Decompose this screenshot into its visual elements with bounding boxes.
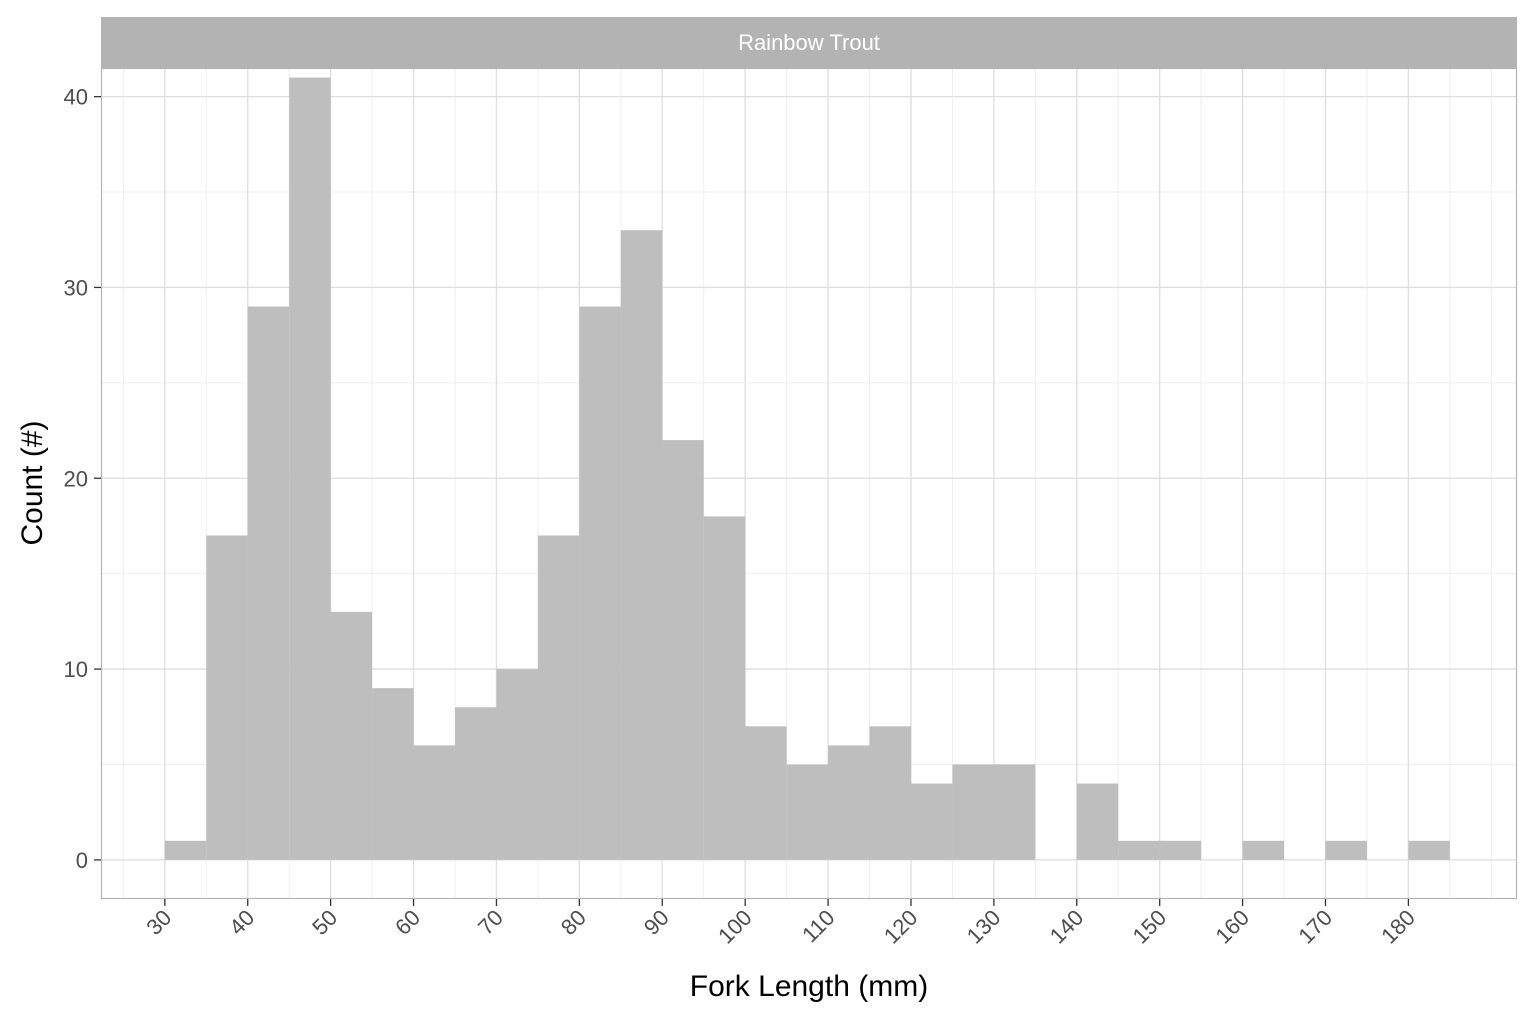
histogram-bar bbox=[247, 306, 290, 860]
y-tick-label: 0 bbox=[76, 848, 88, 873]
x-axis-title: Fork Length (mm) bbox=[690, 970, 928, 1003]
histogram-bar bbox=[372, 688, 414, 860]
histogram-bar bbox=[579, 306, 621, 860]
histogram-bar bbox=[537, 535, 580, 860]
histogram-bar bbox=[993, 764, 1036, 860]
histogram-bar bbox=[620, 230, 663, 860]
y-axis-title: Count (#) bbox=[16, 420, 49, 545]
y-axis: 0 10 20 30 40 bbox=[64, 85, 101, 873]
histogram-bar bbox=[703, 516, 746, 860]
y-tick-label: 40 bbox=[64, 85, 88, 110]
histogram-bar bbox=[952, 764, 994, 860]
histogram-bar bbox=[1118, 840, 1160, 860]
histogram-bar bbox=[289, 77, 331, 860]
y-tick-label: 30 bbox=[64, 275, 88, 300]
histogram-bar bbox=[330, 611, 373, 860]
histogram-bar bbox=[1408, 840, 1450, 860]
histogram-bar bbox=[164, 840, 207, 860]
histogram-bar bbox=[413, 745, 455, 860]
facet-strip-background bbox=[101, 17, 1517, 68]
histogram-bar bbox=[1159, 840, 1202, 860]
histogram-bar bbox=[455, 707, 497, 860]
histogram-bar bbox=[745, 726, 787, 860]
y-tick-label: 20 bbox=[64, 466, 88, 491]
panel-border bbox=[100, 67, 1518, 900]
histogram-bar bbox=[828, 745, 870, 860]
histogram-bars bbox=[164, 77, 1450, 860]
histogram-bar bbox=[1076, 783, 1119, 860]
y-tick-label: 10 bbox=[64, 657, 88, 682]
histogram-bar bbox=[206, 535, 248, 860]
histogram-bar bbox=[1242, 840, 1285, 860]
facet-strip-label: Rainbow Trout bbox=[738, 30, 880, 55]
facet-strip: Rainbow Trout bbox=[101, 17, 1517, 68]
histogram-bar bbox=[869, 726, 911, 860]
histogram-bar bbox=[662, 440, 704, 860]
histogram-bar bbox=[496, 669, 538, 860]
histogram-bar bbox=[786, 764, 829, 860]
histogram-bar bbox=[1325, 840, 1367, 860]
histogram-bar bbox=[910, 783, 953, 860]
